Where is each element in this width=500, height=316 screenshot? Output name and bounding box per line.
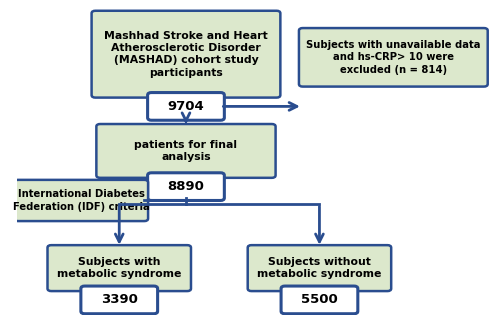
FancyBboxPatch shape: [92, 11, 280, 98]
Text: 8890: 8890: [168, 180, 204, 193]
Text: patients for final
analysis: patients for final analysis: [134, 140, 238, 162]
Text: Mashhad Stroke and Heart
Atherosclerotic Disorder
(MASHAD) cohort study
particip: Mashhad Stroke and Heart Atherosclerotic…: [104, 31, 268, 78]
FancyBboxPatch shape: [96, 124, 276, 178]
Text: 3390: 3390: [101, 293, 138, 307]
FancyBboxPatch shape: [299, 28, 488, 87]
FancyBboxPatch shape: [248, 245, 391, 291]
FancyBboxPatch shape: [148, 93, 224, 120]
FancyBboxPatch shape: [281, 286, 358, 314]
FancyBboxPatch shape: [81, 286, 158, 314]
FancyBboxPatch shape: [148, 173, 224, 200]
Text: Subjects without
metabolic syndrome: Subjects without metabolic syndrome: [258, 257, 382, 279]
Text: Subjects with
metabolic syndrome: Subjects with metabolic syndrome: [57, 257, 182, 279]
FancyBboxPatch shape: [14, 180, 148, 221]
FancyBboxPatch shape: [48, 245, 191, 291]
Text: International Diabetes
Federation (IDF) criteria: International Diabetes Federation (IDF) …: [12, 189, 149, 212]
Text: Subjects with unavailable data
and hs-CRP> 10 were
excluded (n = 814): Subjects with unavailable data and hs-CR…: [306, 40, 480, 75]
Text: 9704: 9704: [168, 100, 204, 113]
Text: 5500: 5500: [301, 293, 338, 307]
